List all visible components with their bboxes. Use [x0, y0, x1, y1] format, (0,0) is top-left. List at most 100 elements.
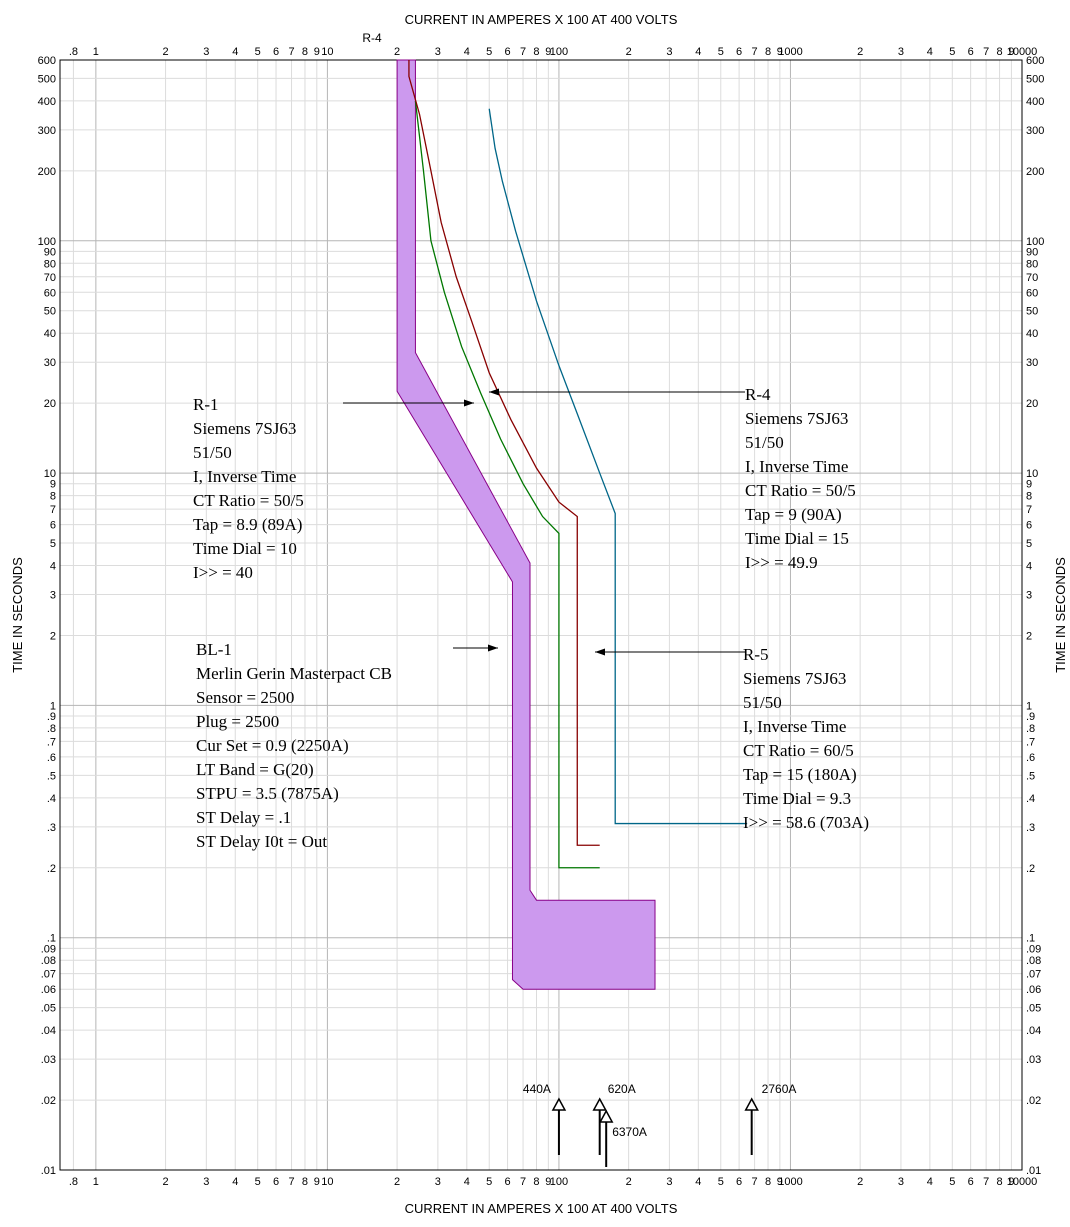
annotation-arrowhead	[595, 648, 605, 656]
y-tick-label-right: .7	[1026, 736, 1035, 748]
y-tick-label-right: 300	[1026, 125, 1044, 137]
x-tick-label-top: 7	[288, 46, 294, 58]
x-tick-label-top: 3	[203, 46, 209, 58]
x-tick-label-bottom: 5	[718, 1176, 724, 1188]
annotation-line: Plug = 2500	[196, 712, 279, 731]
y-tick-label-right: 40	[1026, 328, 1038, 340]
tick-labels: .8.8112233445566778899101022334455667788…	[38, 46, 1045, 1188]
y-tick-label-left: .01	[41, 1165, 56, 1177]
y-tick-label-left: 10	[44, 468, 56, 480]
y-tick-label-left: 70	[44, 272, 56, 284]
x-tick-label-bottom: 2	[394, 1176, 400, 1188]
x-tick-label-bottom: 8	[765, 1176, 771, 1188]
y-tick-label-right: 60	[1026, 287, 1038, 299]
x-tick-label-top: 5	[255, 46, 261, 58]
annotation-bl-1: BL-1 Merlin Gerin Masterpact CB Sensor = 2…	[196, 640, 392, 851]
annotation-arrowhead	[489, 388, 499, 396]
x-tick-label-top: 1	[93, 46, 99, 58]
fault-marker-label: 440A	[523, 1082, 551, 1096]
annotation-line: ST Delay I0t = Out	[196, 832, 327, 851]
y-tick-label-right: 50	[1026, 306, 1038, 318]
y-tick-label-right: .4	[1026, 793, 1035, 805]
y-tick-label-right: 1	[1026, 700, 1032, 712]
y-tick-label-right: .04	[1026, 1025, 1041, 1037]
x-tick-label-bottom: 9	[545, 1176, 551, 1188]
y-tick-label-left: 60	[44, 287, 56, 299]
annotation-line: R-4	[745, 385, 771, 404]
y-tick-label-right: .03	[1026, 1054, 1041, 1066]
fault-marker-2760a: 2760A	[744, 1082, 796, 1155]
annotation-line: Cur Set = 0.9 (2250A)	[196, 736, 349, 755]
annotation-line: Time Dial = 10	[193, 539, 297, 558]
y-tick-label-right: 400	[1026, 96, 1044, 108]
x-tick-label-bottom: 3	[435, 1176, 441, 1188]
x-axis-title-bottom: CURRENT IN AMPERES X 100 AT 400 VOLTS	[405, 1201, 678, 1216]
y-tick-label-right: .01	[1026, 1165, 1041, 1177]
curve-r-5	[488, 108, 748, 825]
x-tick-label-top: 3	[898, 46, 904, 58]
y-tick-label-right: .3	[1026, 822, 1035, 834]
annotation-line: R-1	[193, 395, 219, 414]
annotation-line: Time Dial = 15	[745, 529, 849, 548]
y-tick-label-left: .5	[47, 770, 56, 782]
x-tick-label-bottom: 4	[464, 1176, 470, 1188]
x-tick-label-bottom: 9	[1008, 1176, 1014, 1188]
x-tick-label-top: 8	[533, 46, 539, 58]
x-tick-label-bottom: 2	[857, 1176, 863, 1188]
x-tick-label-bottom: 7	[520, 1176, 526, 1188]
x-tick-label-top: 5	[949, 46, 955, 58]
y-tick-label-right: .9	[1026, 711, 1035, 723]
x-tick-label-top: 2	[626, 46, 632, 58]
x-tick-label-top: 9	[1008, 46, 1014, 58]
annotation-line: STPU = 3.5 (7875A)	[196, 784, 339, 803]
fault-marker-440a: 440A	[523, 1082, 567, 1155]
annotation-line: I, Inverse Time	[743, 717, 846, 736]
x-tick-label-bottom: 8	[996, 1176, 1002, 1188]
y-tick-label-left: 20	[44, 398, 56, 410]
annotation-line: LT Band = G(20)	[196, 760, 314, 779]
x-tick-label-top: 6	[968, 46, 974, 58]
y-tick-label-left: .4	[47, 793, 56, 805]
annotation-line: Sensor = 2500	[196, 688, 294, 707]
x-tick-label-top: 8	[765, 46, 771, 58]
annotation-arrows	[343, 388, 745, 656]
y-axis-title-right: TIME IN SECONDS	[1053, 557, 1068, 673]
fault-marker-label: 6370A	[612, 1125, 647, 1139]
y-tick-label-right: 4	[1026, 561, 1032, 573]
y-tick-label-left: .06	[41, 984, 56, 996]
annotation-line: Tap = 15 (180A)	[743, 765, 857, 784]
y-tick-label-right: 90	[1026, 246, 1038, 258]
y-tick-label-left: 7	[50, 504, 56, 516]
y-tick-label-left: 3	[50, 590, 56, 602]
annotation-r-5: R-5 Siemens 7SJ63 51/50 I, Inverse Time CT R…	[743, 645, 869, 832]
y-tick-label-right: 6	[1026, 520, 1032, 532]
annotation-line: Siemens 7SJ63	[745, 409, 848, 428]
y-tick-label-left: 4	[50, 561, 56, 573]
x-tick-label-top: 100	[550, 46, 568, 58]
y-tick-label-left: 8	[50, 491, 56, 503]
y-tick-label-right: 3	[1026, 590, 1032, 602]
y-tick-label-left: .2	[47, 863, 56, 875]
annotation-line: Siemens 7SJ63	[193, 419, 296, 438]
series-layer	[408, 60, 748, 869]
annotation-line: Tap = 9 (90A)	[745, 505, 842, 524]
annotation-arrowhead	[464, 399, 474, 407]
y-tick-label-right: 100	[1026, 236, 1044, 248]
y-tick-label-right: 10	[1026, 468, 1038, 480]
fault-marker-arrowhead	[744, 1097, 759, 1111]
y-tick-label-right: .02	[1026, 1095, 1041, 1107]
x-tick-label-top: 7	[520, 46, 526, 58]
x-tick-label-top: 4	[232, 46, 238, 58]
y-axis-title-left: TIME IN SECONDS	[10, 557, 25, 673]
plot-frame	[59, 59, 1023, 1171]
y-tick-label-right: 20	[1026, 398, 1038, 410]
y-tick-label-right: .06	[1026, 984, 1041, 996]
y-tick-label-left: .7	[47, 736, 56, 748]
annotation-r-1: R-1 Siemens 7SJ63 51/50 I, Inverse Time CT R…	[193, 395, 304, 582]
y-tick-label-left: .05	[41, 1003, 56, 1015]
x-tick-label-bottom: 5	[255, 1176, 261, 1188]
x-tick-label-bottom: 3	[666, 1176, 672, 1188]
fault-marker-6370a: 6370A	[598, 1109, 647, 1167]
annotation-line: Tap = 8.9 (89A)	[193, 515, 302, 534]
